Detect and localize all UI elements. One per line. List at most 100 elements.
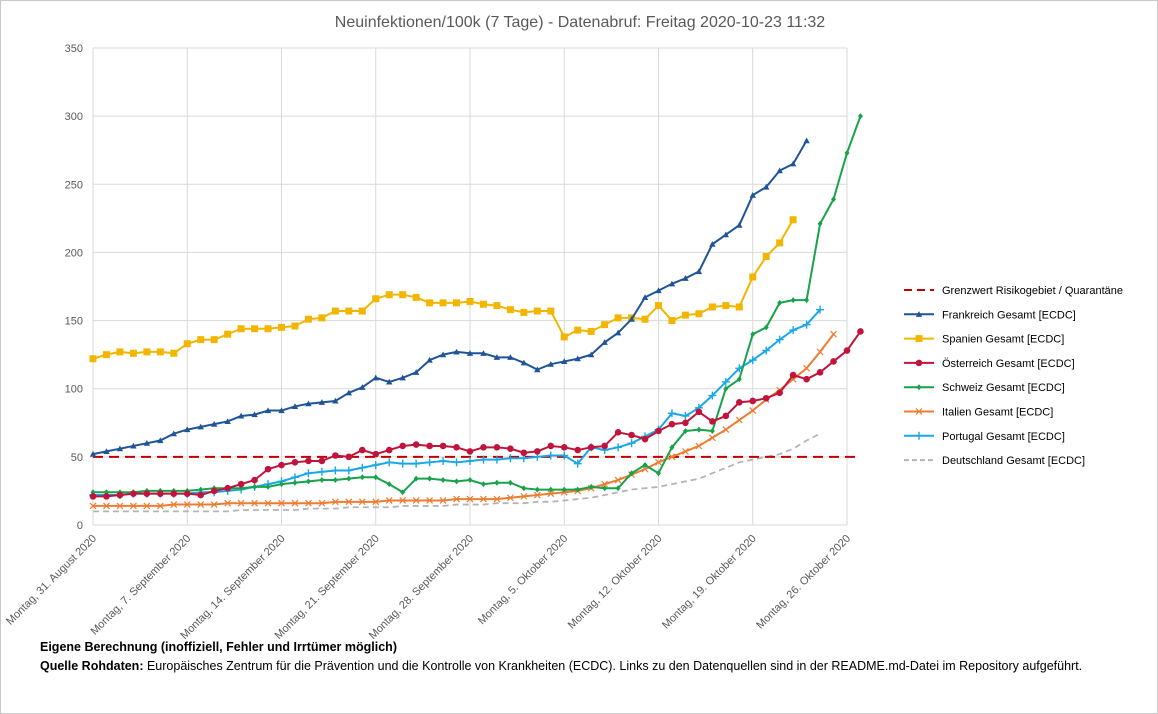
triangle-marker — [439, 351, 447, 358]
x-marker — [237, 499, 245, 507]
x-marker — [251, 499, 258, 507]
x-marker — [264, 499, 272, 507]
x-marker — [453, 495, 460, 503]
triangle-marker — [561, 358, 568, 365]
triangle-marker — [372, 374, 379, 381]
x-marker — [385, 497, 393, 504]
triangle-marker — [170, 430, 177, 437]
diamond-marker — [319, 477, 325, 484]
triangle-marker — [776, 167, 783, 174]
triangle-marker — [466, 350, 474, 356]
y-tick-label: 250 — [65, 179, 83, 191]
diamond-marker — [763, 324, 769, 331]
circle-marker — [183, 490, 191, 497]
circle-marker — [358, 446, 366, 454]
square-marker — [520, 308, 528, 316]
legend-item: Frankreich Gesamt [ECDC] — [904, 309, 1076, 321]
diamond-marker — [400, 489, 406, 496]
x-marker — [830, 330, 837, 338]
square-marker — [547, 307, 555, 315]
circle-marker — [641, 435, 649, 443]
x-tick-label: Montag, 31. August 2020 — [4, 533, 99, 628]
triangle-marker — [264, 407, 272, 414]
x-marker — [129, 502, 137, 510]
diamond-marker — [602, 485, 608, 492]
x-marker — [103, 502, 110, 510]
diamond-marker — [723, 385, 729, 392]
triangle-marker — [412, 369, 420, 375]
circle-marker — [412, 441, 420, 448]
triangle-marker — [399, 374, 406, 381]
diamond-marker — [804, 297, 810, 304]
square-marker — [116, 348, 124, 356]
legend-label: Grenzwert Risikogebiet / Quarantäne — [942, 285, 1123, 297]
triangle-marker — [507, 354, 514, 360]
series-7 — [93, 432, 821, 513]
y-tick-label: 200 — [65, 247, 83, 259]
square-marker — [129, 349, 137, 357]
triangle-marker — [736, 221, 743, 228]
circle-marker — [830, 358, 837, 365]
square-marker — [197, 336, 205, 344]
square-marker — [601, 321, 609, 329]
series-2 — [89, 216, 797, 363]
y-axis: 0 50 100 150 200 250 300 350 — [65, 43, 83, 532]
y-tick-label: 350 — [65, 43, 83, 55]
triangle-marker — [359, 384, 366, 390]
square-marker — [345, 307, 353, 315]
x-marker — [655, 458, 662, 466]
triangle-marker — [143, 440, 151, 446]
triangle-marker — [574, 355, 581, 362]
circle-marker — [547, 442, 555, 450]
x-marker — [278, 499, 285, 507]
x-marker — [412, 497, 420, 504]
series-line — [93, 333, 835, 507]
square-marker — [372, 295, 380, 303]
square-marker — [776, 239, 784, 247]
diamond-marker — [292, 479, 298, 486]
x-marker — [520, 492, 528, 500]
diamond-marker — [454, 478, 460, 485]
circle-marker — [762, 394, 770, 402]
diamond-marker — [494, 479, 500, 486]
circle-marker — [789, 371, 797, 379]
legend-label: Portugal Gesamt [ECDC] — [942, 431, 1065, 443]
triangle-marker — [480, 350, 487, 356]
x-marker — [601, 480, 609, 488]
circle-marker — [426, 442, 433, 450]
circle-marker — [587, 444, 595, 451]
x-marker — [183, 501, 191, 508]
diamond-marker — [588, 483, 594, 490]
circle-marker — [318, 457, 326, 465]
triangle-marker — [197, 423, 204, 430]
diamond-marker — [561, 486, 567, 493]
circle-marker — [143, 490, 151, 497]
diamond-marker — [916, 384, 922, 391]
circle-marker — [493, 444, 501, 451]
y-tick-label: 0 — [77, 520, 83, 532]
triangle-marker — [116, 445, 124, 452]
square-marker — [641, 315, 649, 323]
chart-title: Neuinfektionen/100k (7 Tage) - Datenabru… — [335, 14, 825, 31]
circle-marker — [560, 444, 568, 451]
square-marker — [439, 299, 447, 307]
y-tick-label: 100 — [65, 384, 83, 396]
triangle-marker — [157, 437, 164, 444]
legend-label: Italien Gesamt [ECDC] — [942, 407, 1053, 419]
diamond-marker — [831, 196, 837, 203]
diamond-marker — [615, 485, 621, 492]
square-marker — [304, 315, 312, 323]
x-marker — [695, 442, 703, 450]
circle-marker — [682, 419, 689, 427]
circle-marker — [305, 457, 312, 465]
square-marker — [668, 317, 676, 325]
square-marker — [358, 307, 366, 315]
circle-marker — [103, 493, 110, 500]
diamond-marker — [373, 474, 379, 481]
circle-marker — [372, 450, 380, 458]
x-marker — [816, 348, 824, 356]
x-marker — [668, 453, 676, 461]
legend-item: Portugal Gesamt [ECDC] — [904, 431, 1065, 443]
square-marker — [183, 340, 191, 348]
